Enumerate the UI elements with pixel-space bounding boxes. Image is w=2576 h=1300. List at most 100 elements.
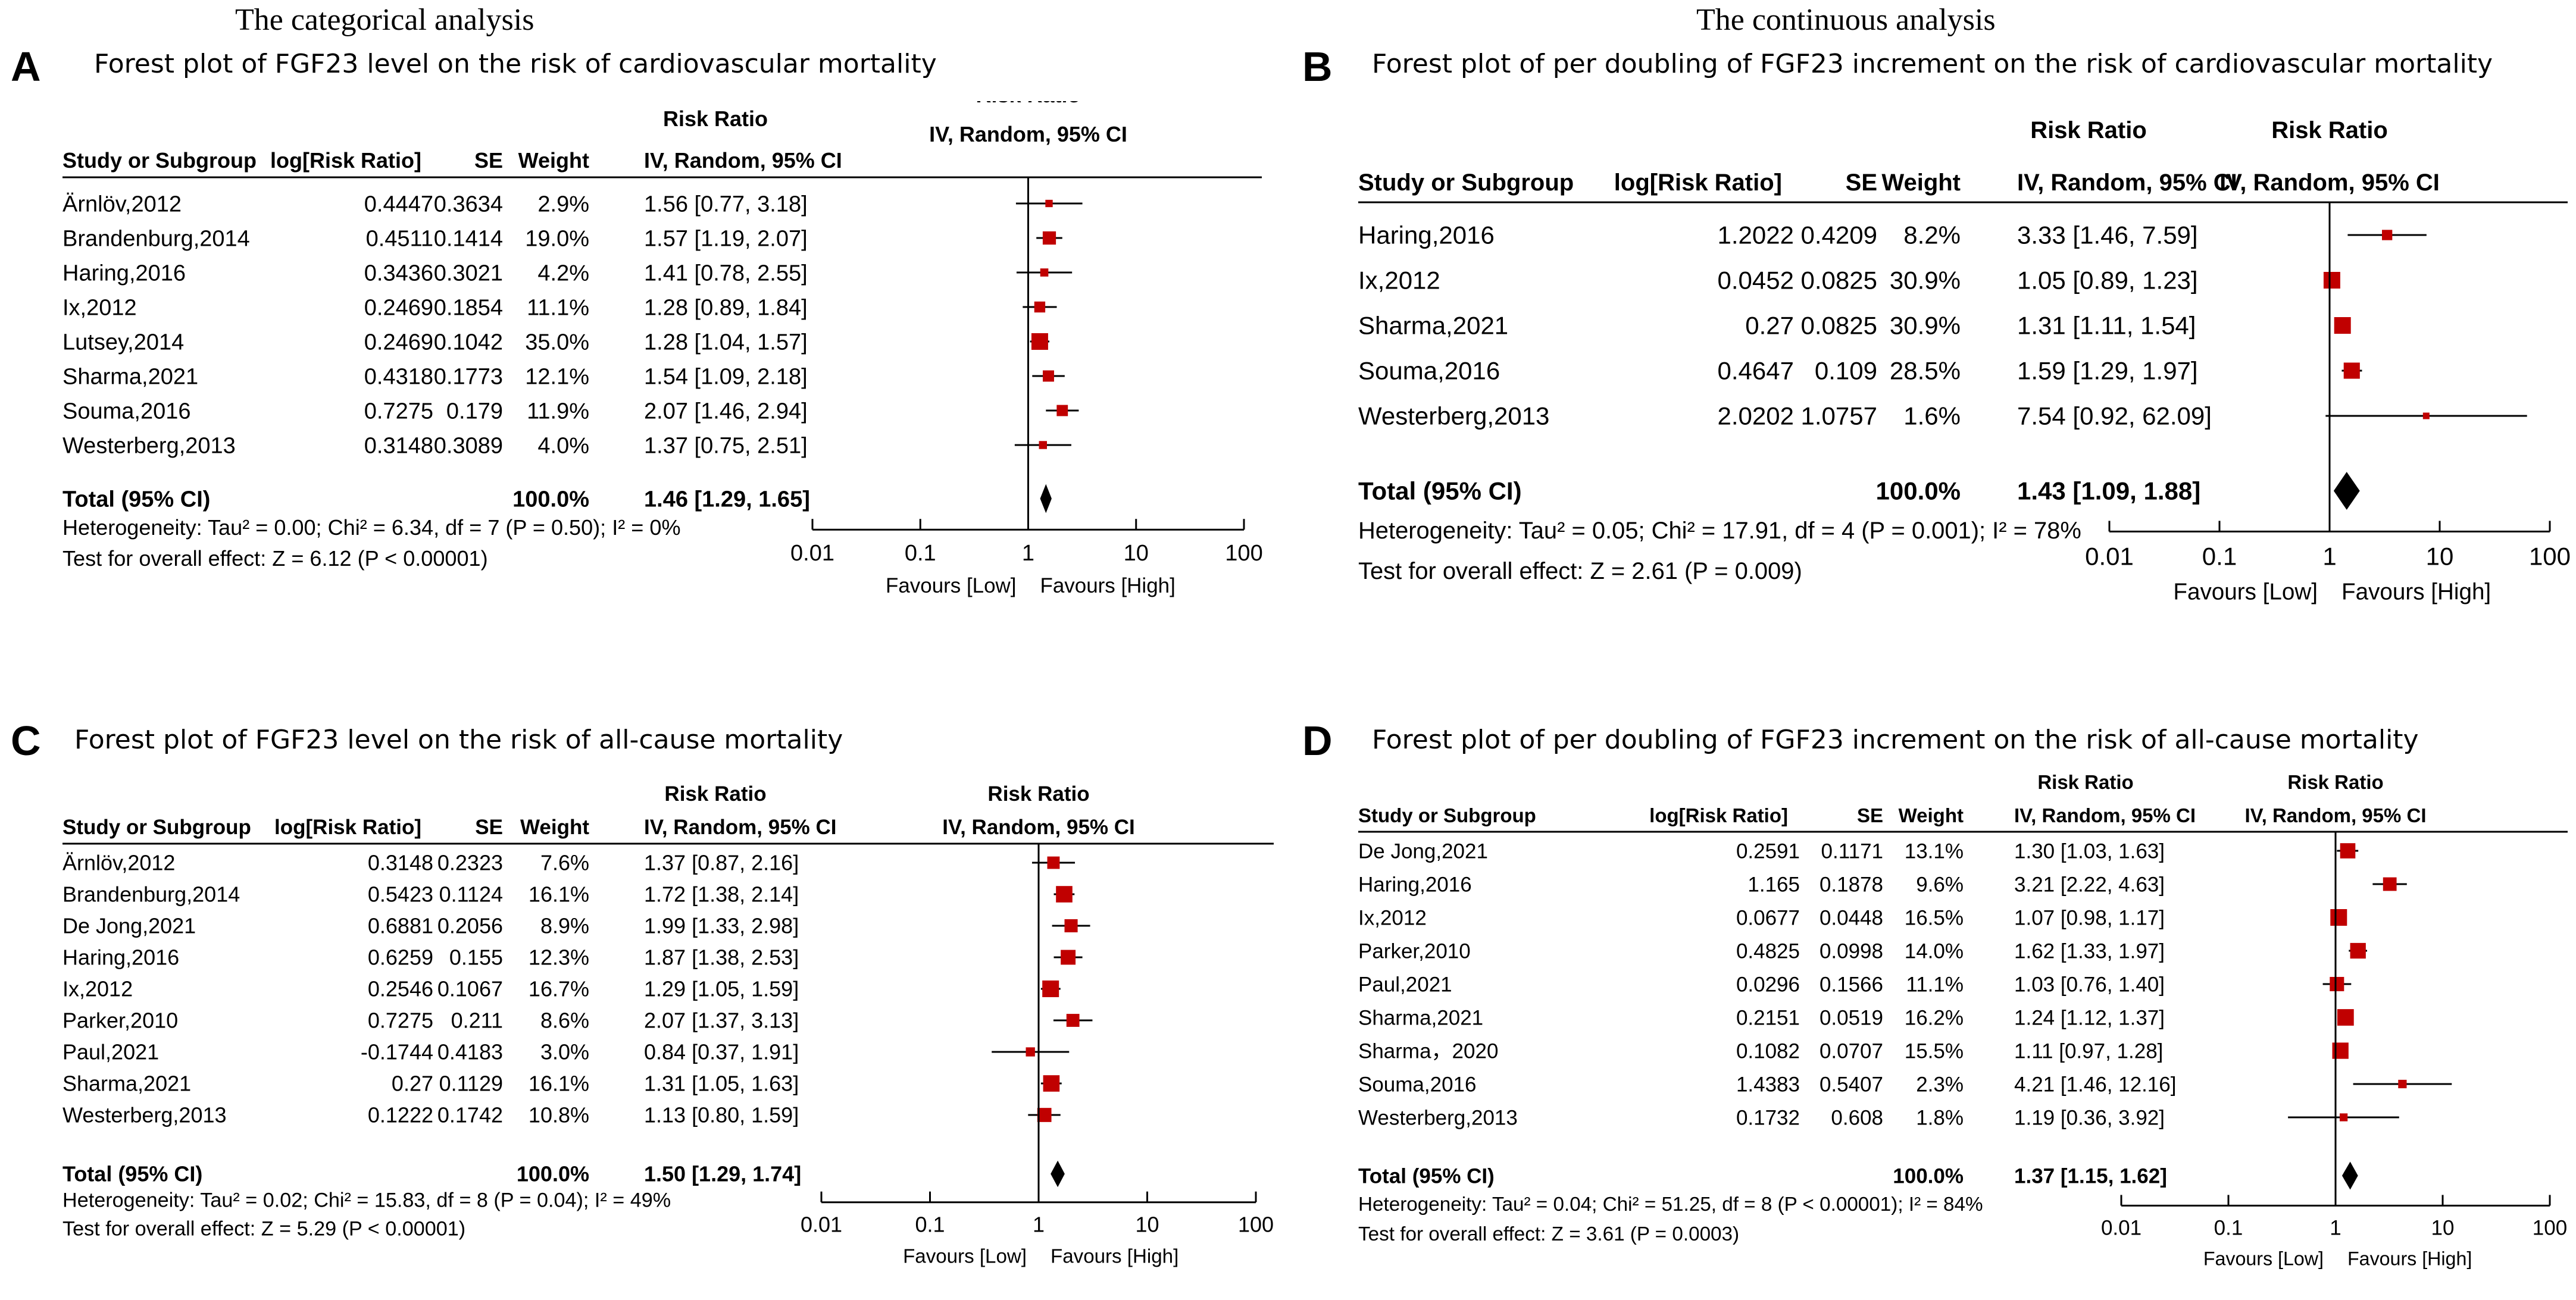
study-ci: 1.87 [1.38, 2.53]	[644, 945, 799, 970]
total-label: Total (95% CI)	[62, 487, 210, 512]
study-ci: 1.03 [0.76, 1.40]	[2014, 973, 2165, 996]
study-se: 0.1171	[1821, 839, 1883, 863]
col-header-risk-ratio: Risk Ratio	[2037, 771, 2133, 793]
total-label: Total (95% CI)	[1358, 1164, 1495, 1188]
col-header-ci: IV, Random, 95% CI	[2017, 170, 2237, 196]
x-tick-label: 10	[1124, 541, 1149, 566]
favours-low-label: Favours [Low]	[2203, 1248, 2324, 1269]
x-tick-label: 100	[2529, 542, 2571, 570]
study-ci: 2.07 [1.46, 2.94]	[644, 399, 808, 424]
study-point	[2381, 230, 2393, 240]
study-se: 0.211	[451, 1008, 503, 1033]
study-se: 0.1042	[434, 330, 503, 355]
study-ci: 1.31 [1.11, 1.54]	[2017, 312, 2196, 340]
study-point	[2330, 909, 2347, 926]
favours-low-label: Favours [Low]	[886, 574, 1017, 597]
study-ci: 1.41 [0.78, 2.55]	[644, 261, 808, 286]
study-se: 0.2056	[437, 914, 503, 938]
forest-plot-a: Risk Ratio Risk Ratio Study or Subgroup log…	[0, 83, 1288, 637]
x-tick-label: 0.01	[801, 1213, 842, 1237]
study-point	[1056, 886, 1073, 903]
panel-b-title: Forest plot of per doubling of FGF23 inc…	[1372, 49, 2493, 79]
study-se: 0.0448	[1820, 906, 1883, 929]
study-ci: 1.29 [1.05, 1.59]	[644, 977, 799, 1001]
plot-header-ci: IV, Random, 95% CI	[929, 122, 1127, 146]
study-point	[1061, 950, 1076, 965]
study-point	[2340, 843, 2356, 859]
study-weight: 1.6%	[1903, 402, 1961, 430]
study-name: Haring,2016	[1358, 221, 1495, 249]
col-header-weight: Weight	[518, 148, 589, 173]
study-name: Ix,2012	[1358, 906, 1427, 929]
col-header-risk-ratio: Risk Ratio	[664, 782, 766, 806]
panel-d-letter: D	[1302, 718, 1333, 764]
study-weight: 14.0%	[1905, 939, 1964, 963]
continuous-header: The continuous analysis	[1696, 3, 1996, 37]
study-weight: 4.2%	[537, 261, 589, 286]
study-ci: 1.19 [0.36, 3.92]	[2014, 1106, 2165, 1129]
study-ci: 1.11 [0.97, 1.28]	[2014, 1039, 2163, 1063]
study-se: 0.3089	[434, 433, 503, 458]
favours-high-label: Favours [High]	[2347, 1248, 2472, 1269]
forest-plot-b-svg: Risk Ratio Risk Ratio Study or Subgroup log…	[1358, 117, 2571, 604]
study-se: 0.2323	[437, 851, 503, 875]
study-se: 0.0707	[1820, 1039, 1883, 1063]
col-header-weight: Weight	[520, 816, 589, 839]
study-se: 0.1129	[439, 1072, 503, 1096]
study-se: 0.1773	[434, 364, 503, 389]
total-diamond	[2333, 472, 2360, 510]
study-ci: 1.07 [0.98, 1.17]	[2014, 906, 2165, 929]
study-ci: 7.54 [0.92, 62.09]	[2017, 402, 2212, 430]
study-point	[2350, 942, 2366, 959]
study-se: 0.1414	[434, 226, 503, 251]
col-header-se: SE	[475, 816, 503, 839]
study-name: Brandenburg,2014	[62, 226, 250, 251]
study-log-rr: 0.0296	[1736, 973, 1800, 996]
heterogeneity-text: Heterogeneity: Tau² = 0.04; Chi² = 51.25…	[1358, 1194, 1983, 1216]
x-tick-label: 1	[2322, 542, 2336, 570]
study-weight: 35.0%	[525, 330, 589, 355]
study-log-rr: 0.5423	[368, 882, 433, 907]
study-log-rr: 0.1222	[368, 1103, 433, 1127]
study-point	[1047, 856, 1060, 869]
study-point	[2398, 1079, 2407, 1089]
study-se: 0.1124	[439, 882, 503, 907]
study-name: Ix,2012	[62, 295, 137, 320]
study-log-rr: 0.6881	[368, 914, 433, 938]
study-log-rr: 0.7275	[364, 399, 433, 424]
col-header-se: SE	[1846, 170, 1877, 196]
study-weight: 8.6%	[540, 1008, 589, 1033]
study-point	[2383, 877, 2397, 891]
x-tick-label: 10	[2426, 542, 2454, 570]
col-header-weight: Weight	[1881, 170, 1961, 196]
panel-c-letter: C	[11, 718, 41, 764]
study-log-rr: 0.2151	[1736, 1006, 1800, 1029]
study-ci: 1.62 [1.33, 1.97]	[2014, 939, 2165, 963]
favours-low-label: Favours [Low]	[2173, 579, 2318, 604]
study-log-rr: 1.2022	[1718, 221, 1794, 249]
study-se: 0.4209	[1801, 221, 1877, 249]
x-tick-label: 0.1	[2214, 1216, 2243, 1239]
study-point	[1039, 441, 1047, 449]
study-log-rr: 0.4318	[364, 364, 433, 389]
study-weight: 11.9%	[527, 399, 589, 424]
study-weight: 15.5%	[1905, 1039, 1964, 1063]
total-weight: 100.0%	[1893, 1164, 1964, 1188]
study-point	[1034, 301, 1046, 313]
study-log-rr: 1.4383	[1736, 1073, 1800, 1096]
plot-header-risk-ratio: Risk Ratio	[2287, 771, 2383, 793]
study-point	[2334, 317, 2351, 334]
study-log-rr: 0.4825	[1736, 939, 1800, 963]
study-ci: 1.24 [1.12, 1.37]	[2014, 1006, 2165, 1029]
col-header-risk-ratio: Risk Ratio	[2030, 117, 2147, 143]
study-se: 0.1067	[437, 977, 503, 1001]
study-ci: 1.57 [1.19, 2.07]	[644, 226, 808, 251]
study-ci: 4.21 [1.46, 12.16]	[2014, 1073, 2176, 1096]
forest-plot-d-svg: Risk Ratio Risk Ratio Study or Subgroup log…	[1358, 771, 2568, 1269]
study-name: Sharma,2021	[62, 1072, 191, 1096]
col-header-risk-ratio: Risk Ratio	[663, 106, 768, 131]
study-weight: 12.3%	[529, 945, 589, 970]
study-weight: 4.0%	[537, 433, 589, 458]
x-tick-label: 1	[1022, 541, 1034, 566]
study-log-rr: 0.0452	[1718, 267, 1794, 295]
